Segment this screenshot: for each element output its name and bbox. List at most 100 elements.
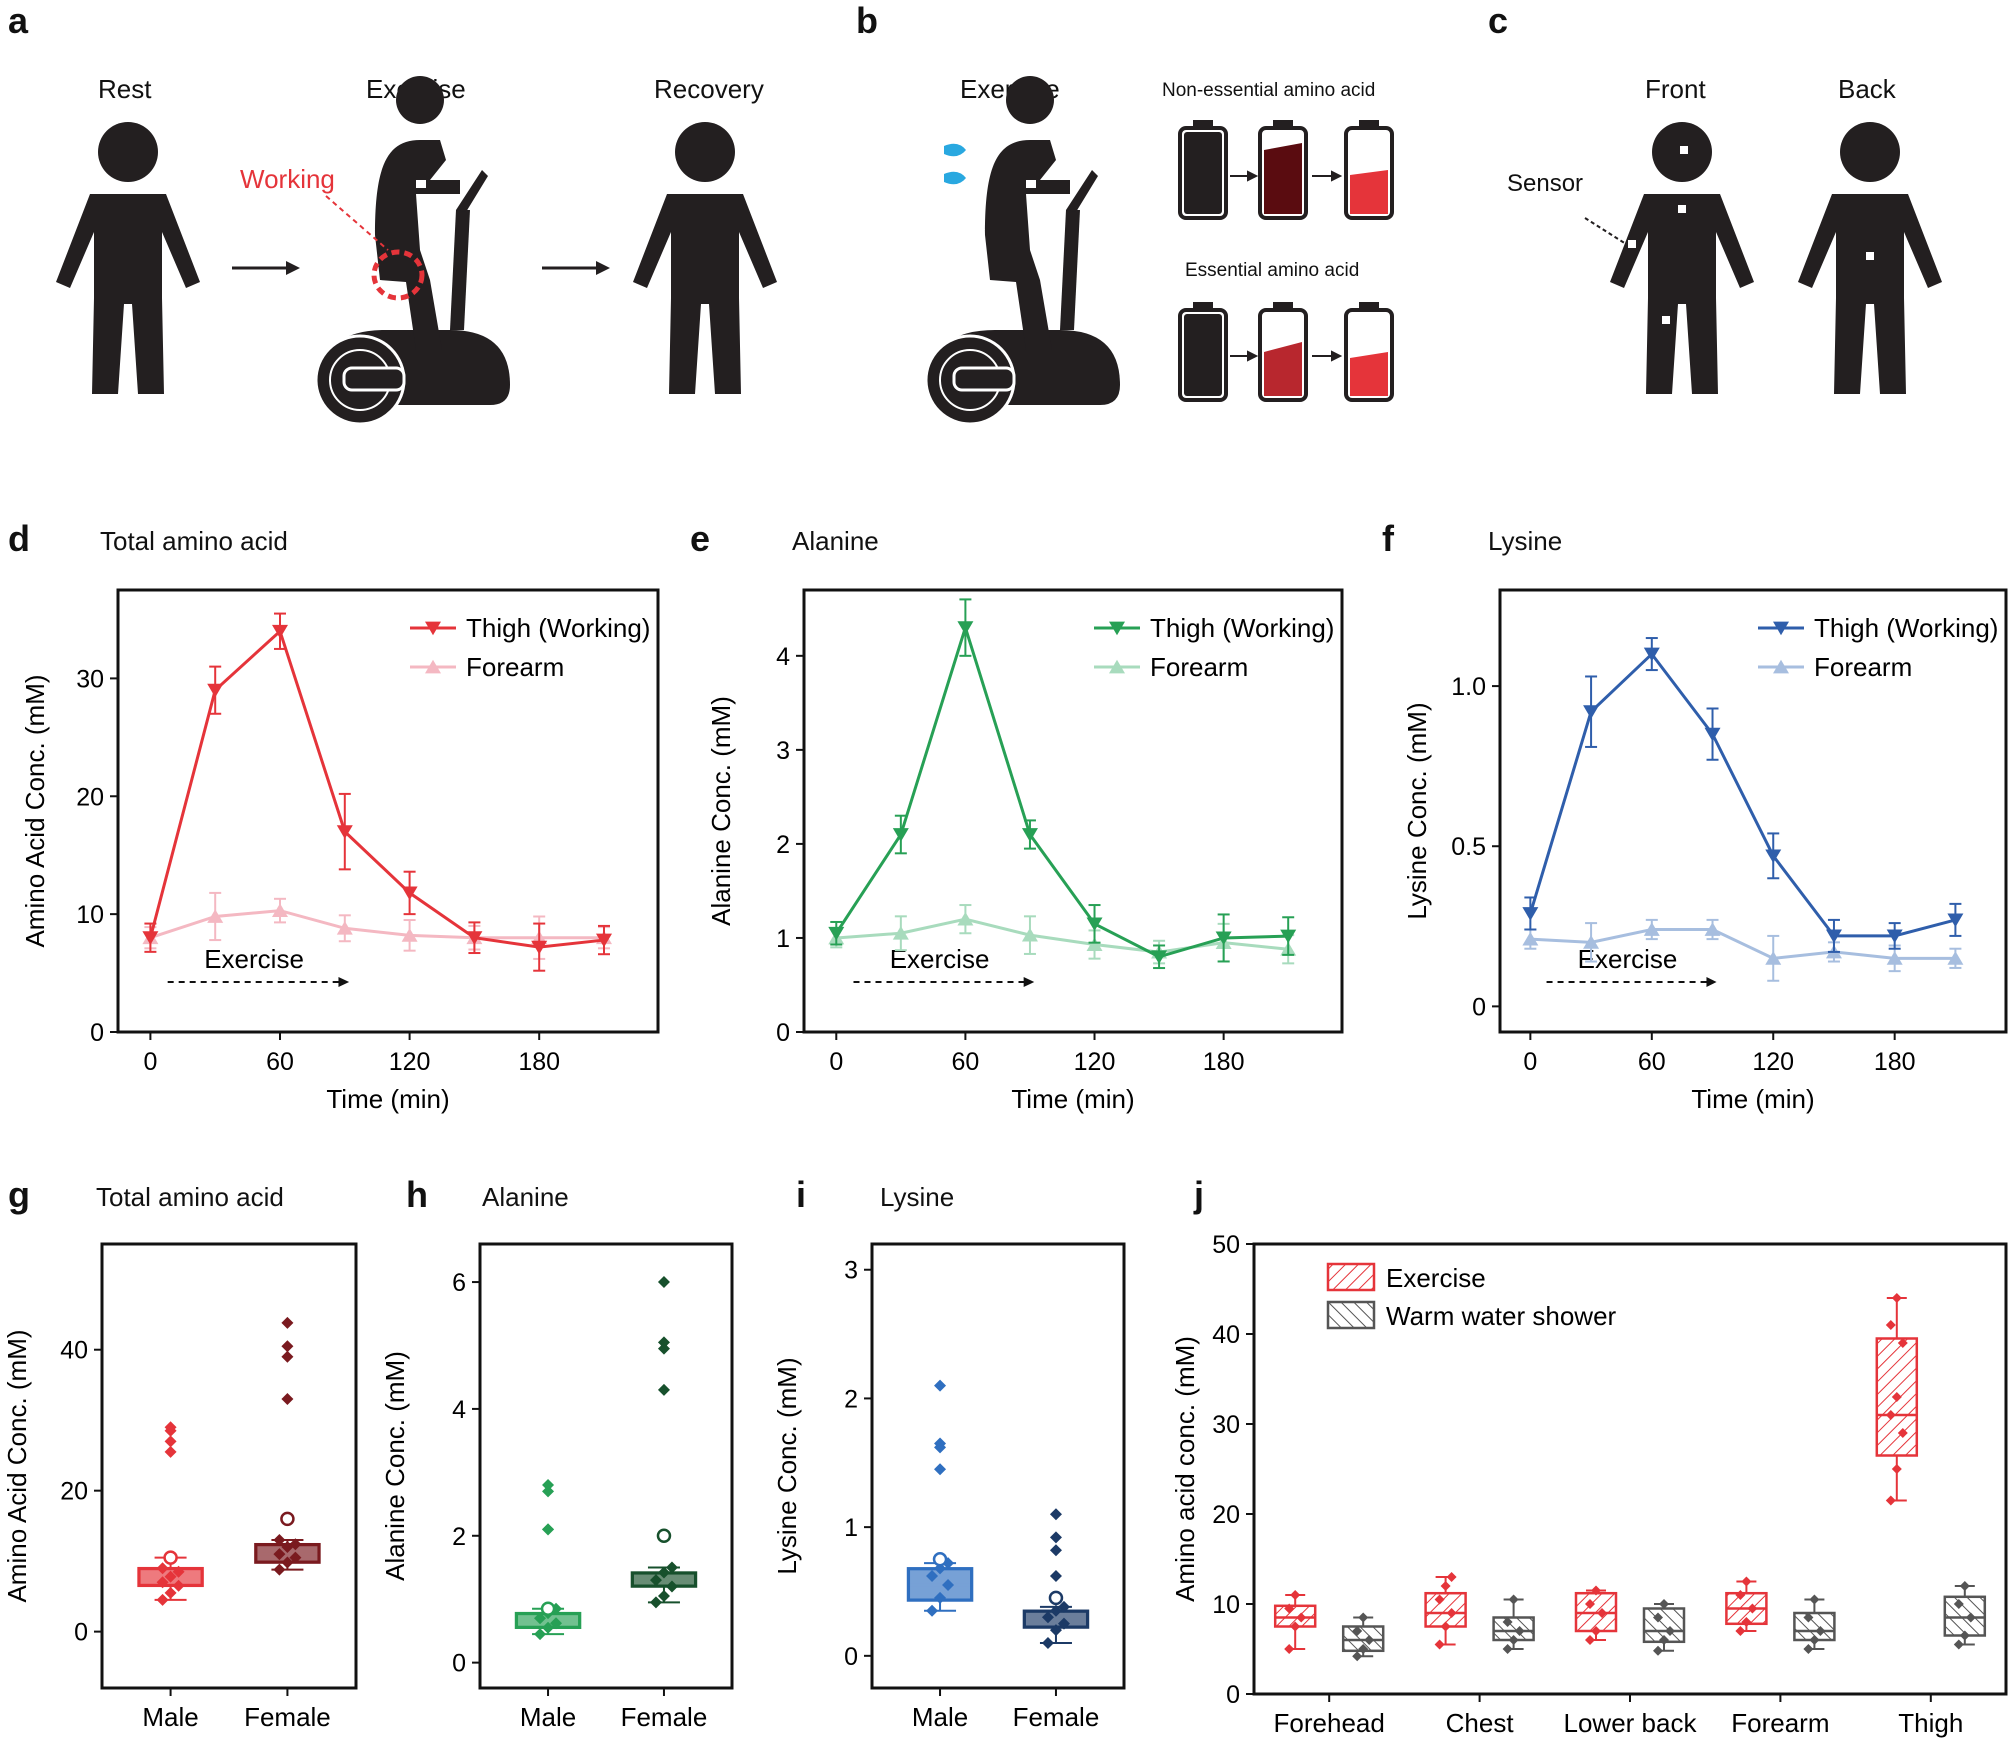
- data-point: [1653, 1645, 1663, 1656]
- data-point: [1643, 922, 1660, 936]
- data-point: [1057, 1617, 1070, 1630]
- outlier-point: [1049, 1531, 1062, 1544]
- y-tick-label: 0: [1226, 1681, 1240, 1709]
- data-point: [272, 903, 288, 917]
- legend-label: Forearm: [466, 652, 564, 682]
- y-tick-label: 3: [844, 1257, 858, 1285]
- plot-frame: [478, 1242, 734, 1690]
- outlier-point: [164, 1424, 177, 1437]
- data-point: [531, 940, 548, 955]
- data-point: [1665, 1626, 1675, 1636]
- data-point: [550, 1617, 563, 1630]
- outlier-point: [1049, 1508, 1062, 1521]
- x-axis-label: Time (min): [1691, 1084, 1814, 1114]
- data-point: [1284, 1603, 1295, 1614]
- data-point: [1897, 1428, 1908, 1438]
- outlier-point: [934, 1463, 947, 1476]
- y-tick-label: 2: [776, 831, 790, 859]
- data-point: [1364, 1635, 1375, 1645]
- data-point: [1643, 647, 1660, 662]
- panel-label-d: d: [8, 518, 30, 559]
- data-point: [1086, 917, 1103, 932]
- y-tick-label: 30: [76, 665, 104, 693]
- data-point: [1440, 1621, 1451, 1632]
- data-point: [172, 1579, 185, 1592]
- open-outlier: [932, 1552, 948, 1567]
- data-point: [892, 926, 909, 940]
- y-axis-label: Amino Acid Conc. (mM): [2, 1329, 32, 1602]
- y-tick-label: 40: [1212, 1321, 1240, 1349]
- x-tick-label: 120: [1752, 1048, 1794, 1076]
- x-tick-label: Female: [1013, 1702, 1100, 1732]
- y-tick-label: 1.0: [1451, 673, 1486, 701]
- outlier-point: [542, 1479, 555, 1492]
- data-point: [401, 886, 418, 901]
- outlier-point: [934, 1437, 947, 1450]
- open-outlier: [280, 1511, 295, 1527]
- x-tick-label: 60: [1638, 1048, 1666, 1076]
- y-tick-label: 2: [844, 1385, 858, 1413]
- legend-swatch: [1326, 1262, 1376, 1292]
- data-point: [1897, 1338, 1908, 1348]
- exercise-annotation: Exercise: [204, 944, 304, 974]
- data-point: [1959, 1581, 1970, 1591]
- series-line: [148, 628, 605, 949]
- data-point: [1741, 1617, 1752, 1627]
- data-point: [1296, 1612, 1307, 1623]
- data-point: [1434, 1639, 1445, 1650]
- data-point: [1953, 1639, 1964, 1650]
- data-point: [1021, 828, 1038, 842]
- data-point: [1765, 951, 1782, 965]
- data-point: [1735, 1626, 1746, 1636]
- data-point: [1358, 1612, 1369, 1623]
- panel-label-g: g: [8, 1174, 30, 1215]
- data-point: [273, 1534, 286, 1546]
- y-axis-label: Alanine Conc. (mM): [380, 1351, 410, 1581]
- data-point: [649, 1596, 662, 1609]
- x-tick-label: Thigh: [1898, 1708, 1963, 1738]
- data-point: [273, 1548, 286, 1561]
- data-point: [289, 1551, 302, 1564]
- data-point: [1653, 1612, 1663, 1623]
- data-point: [1585, 1599, 1595, 1609]
- outlier-point: [934, 1379, 947, 1392]
- data-point: [1953, 1599, 1964, 1609]
- x-tick-label: Chest: [1446, 1708, 1515, 1738]
- y-tick-label: 0: [74, 1619, 88, 1647]
- y-tick-label: 1: [776, 925, 790, 953]
- data-point: [1659, 1635, 1669, 1645]
- y-tick-label: 0: [776, 1019, 790, 1047]
- data-point: [1947, 913, 1964, 928]
- data-point: [1735, 1590, 1746, 1600]
- title-d: Total amino acid: [100, 526, 288, 556]
- legend-marker: [1109, 621, 1125, 636]
- outlier-point: [657, 1276, 670, 1289]
- chart-j: 0 10 20 30 40 50 Amino acid conc. (mM) Forehead…: [1170, 1231, 2008, 1738]
- data-point: [596, 933, 612, 948]
- data-point: [1502, 1644, 1513, 1654]
- data-point: [1947, 951, 1964, 965]
- chart-d: 0 60 120 180 0 10 20 30 Time (min) Amino Acid Con…: [20, 588, 660, 1114]
- data-point: [156, 1576, 169, 1589]
- data-point: [665, 1580, 678, 1593]
- working-muscle-marker: [325, 195, 425, 301]
- data-point: [1290, 1621, 1301, 1632]
- series-line: [1530, 928, 1956, 960]
- data-point: [1765, 849, 1782, 864]
- y-tick-label: 3: [776, 737, 790, 765]
- sensor-pointer: [1584, 217, 1627, 245]
- x-axis-label: Time (min): [1011, 1084, 1134, 1114]
- x-tick-label: Female: [621, 1702, 708, 1732]
- sweat-drops-icon: [944, 143, 966, 185]
- chart-i: 0 1 2 3 Lysine Conc. (mM) Male Female: [772, 1242, 1126, 1732]
- data-point: [1358, 1644, 1369, 1654]
- x-tick-label: 120: [1074, 1048, 1116, 1076]
- chart-h: 0 2 4 6 Alanine Conc. (mM) Male Female: [380, 1242, 734, 1732]
- sensor-label: Sensor: [1507, 170, 1584, 197]
- legend-marker: [1773, 621, 1789, 636]
- x-tick-label: Male: [912, 1702, 968, 1732]
- y-tick-label: 0: [452, 1650, 466, 1678]
- data-point: [1704, 727, 1721, 742]
- y-tick-label: 0: [90, 1019, 104, 1047]
- legend-label: Forearm: [1814, 652, 1912, 682]
